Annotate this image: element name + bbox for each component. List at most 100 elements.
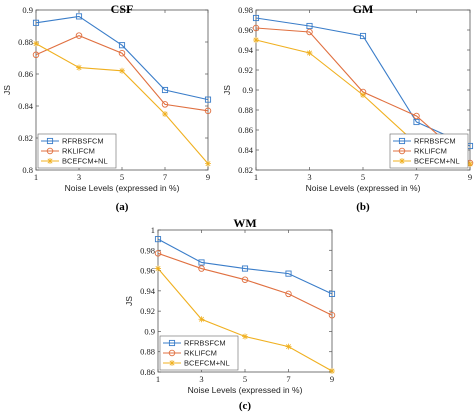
data-point	[154, 250, 162, 257]
data-point	[205, 160, 211, 167]
y-tick-label: 0.86	[238, 125, 253, 135]
data-point	[32, 51, 40, 59]
chart-gm: 0.82 0.84 0.86 0.88 0.9 0.92 0.94 0.96 0.98 1 3 5 7 9…	[222, 2, 474, 213]
data-point	[155, 265, 161, 272]
data-point	[328, 311, 336, 319]
legend-label: RFRBSFCM	[62, 137, 104, 146]
legend-marker	[46, 137, 54, 145]
data-point	[253, 37, 259, 43]
y-tick-label: 0.96	[140, 266, 155, 276]
y-tick-label: 0.88	[238, 105, 253, 115]
legend-label: RKLIFCM	[62, 147, 95, 156]
y-tick-label: 0.86	[140, 367, 155, 377]
data-point	[198, 316, 205, 323]
x-tick-label: 3	[199, 374, 203, 384]
y-tick-label: 0.84	[18, 101, 34, 111]
legend-marker	[398, 137, 406, 145]
y-tick-label: 0.8	[22, 165, 33, 175]
y-tick-label: 0.98	[140, 245, 155, 255]
data-point	[198, 265, 205, 272]
x-tick-label: 7	[163, 172, 167, 182]
y-tick-label: 0.88	[18, 37, 33, 47]
data-point	[467, 161, 473, 167]
data-point	[33, 40, 39, 47]
y-tick-label: 0.84	[238, 145, 254, 155]
data-point	[285, 270, 292, 277]
data-point	[360, 92, 366, 98]
data-point	[329, 367, 335, 374]
data-point	[306, 22, 313, 30]
series-line-rfrbsfcm	[157, 238, 333, 295]
legend-label: RKLIFCM	[414, 147, 447, 156]
chart-wm: 0.86 0.88 0.9 0.92 0.94 0.96 0.98 1 1 3 5 7 9 WM Noise…	[124, 216, 336, 412]
legend-label: RFRBSFCM	[184, 339, 226, 348]
chart-title: CSF	[111, 2, 134, 16]
y-tick-label: 0.9	[144, 326, 155, 336]
x-tick-label: 9	[206, 172, 210, 182]
y-tick-label: 0.86	[18, 69, 33, 79]
y-tick-label: 1	[151, 225, 155, 235]
x-tick-label: 5	[120, 172, 124, 182]
y-axis-label: JS	[222, 85, 232, 95]
chart-title: GM	[353, 2, 374, 16]
x-axis-label: Noise Levels (expressed in %)	[306, 183, 421, 193]
data-point	[285, 343, 292, 350]
x-tick-label: 1	[254, 172, 258, 182]
y-tick-label: 0.92	[238, 65, 253, 75]
legend-label: RKLIFCM	[184, 349, 217, 358]
legend-marker	[168, 349, 176, 357]
data-point	[161, 101, 169, 108]
x-tick-label: 1	[156, 374, 160, 384]
series-line-rklifcm	[157, 252, 333, 316]
data-point	[306, 28, 313, 36]
panel-label: (a)	[116, 201, 129, 213]
series-line-rklifcm	[35, 35, 209, 112]
x-tick-label: 7	[414, 172, 418, 182]
data-point	[242, 333, 248, 340]
data-point	[118, 49, 126, 57]
series-line-rfrbsfcm	[255, 17, 471, 147]
data-point	[413, 112, 420, 120]
data-point	[413, 118, 420, 126]
legend-marker	[168, 339, 176, 347]
x-tick-label: 5	[243, 374, 247, 384]
legend-marker	[46, 147, 54, 155]
y-tick-label: 0.98	[238, 5, 253, 15]
y-axis-label: JS	[2, 85, 12, 95]
legend-label: BCEFCM+NL	[414, 157, 460, 166]
legend-label: BCEFCM+NL	[62, 157, 108, 166]
y-tick-label: 0.96	[238, 25, 253, 35]
legend-marker	[169, 360, 175, 366]
data-point	[252, 24, 260, 32]
legend-marker	[398, 147, 406, 155]
x-tick-label: 3	[307, 172, 311, 182]
y-tick-label: 0.88	[140, 347, 155, 357]
x-tick-label: 5	[361, 172, 365, 182]
data-point	[328, 290, 336, 297]
legend-marker	[399, 158, 405, 164]
series-line-rfrbsfcm	[35, 15, 209, 101]
chart-title: WM	[233, 216, 256, 230]
data-point	[32, 19, 40, 26]
x-tick-label: 3	[77, 172, 81, 182]
x-tick-label: 1	[34, 172, 38, 182]
y-tick-label: 0.9	[22, 5, 33, 15]
data-point	[154, 236, 162, 243]
y-tick-label: 0.82	[18, 133, 33, 143]
y-tick-label: 0.94	[238, 45, 254, 55]
data-point	[198, 259, 205, 266]
y-axis-label: JS	[124, 296, 134, 306]
data-point	[161, 86, 169, 94]
panel-label: (b)	[356, 201, 370, 213]
legend-label: BCEFCM+NL	[184, 359, 230, 368]
x-tick-label: 9	[330, 374, 334, 384]
panel-label: (c)	[239, 400, 252, 412]
y-tick-label: 0.9	[242, 85, 253, 95]
x-axis-label: Noise Levels (expressed in %)	[188, 385, 303, 395]
legend-label: RFRBSFCM	[414, 137, 456, 146]
y-tick-label: 0.94	[140, 286, 156, 296]
data-point	[204, 107, 212, 115]
